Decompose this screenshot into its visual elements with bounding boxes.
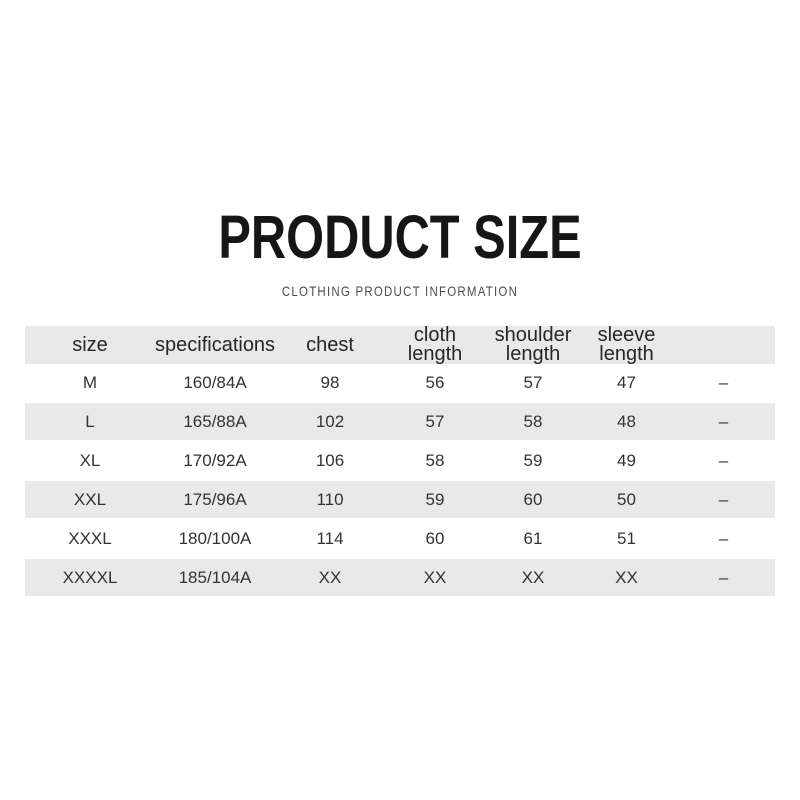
cell-shoulder-length: XX [485, 557, 581, 598]
cell-blank: – [672, 557, 775, 598]
cell-shoulder-length: 59 [523, 450, 543, 470]
cell-specifications: 165/88A [155, 401, 275, 442]
column-header-cloth-length: cloth length [385, 325, 485, 364]
cell-sleeve-length: 51 [617, 528, 636, 548]
cell-chest: 98 [320, 372, 340, 392]
cell-specifications: 180/100A [178, 528, 252, 548]
cell-blank: – [718, 528, 729, 548]
cell-specifications: 175/96A [155, 479, 275, 520]
cell-size: M [82, 372, 98, 392]
column-header-chest: chest [275, 326, 385, 364]
table-row-m: M 160/84A 98 56 57 47 – [25, 364, 775, 402]
cell-blank: – [672, 401, 775, 442]
cell-specifications: 170/92A [183, 450, 247, 470]
cell-specifications: 185/104A [155, 557, 275, 598]
size-table: size specifications chest cloth length shoul… [25, 325, 775, 598]
cell-size: L [25, 401, 155, 442]
cell-shoulder-length: 60 [485, 479, 581, 520]
table-row-xxxl: XXXL 180/100A 114 60 61 51 – [25, 519, 775, 558]
cell-sleeve-length: 48 [581, 401, 672, 442]
table-row-xl: XL 170/92A 106 58 59 49 – [25, 441, 775, 480]
cell-size: XXL [25, 479, 155, 520]
cell-blank: – [718, 372, 729, 392]
cell-cloth-length: 60 [425, 528, 445, 548]
cell-chest: 114 [316, 528, 344, 548]
column-header-blank [672, 326, 775, 364]
cell-sleeve-length: XX [581, 557, 672, 598]
cell-sleeve-length: 47 [617, 372, 636, 392]
cell-shoulder-length: 61 [523, 528, 543, 548]
cell-chest: 106 [315, 450, 345, 470]
cell-sleeve-length: 49 [617, 450, 636, 470]
column-header-sleeve-length: sleeve length [581, 325, 672, 364]
column-header-size: size [25, 326, 155, 364]
cell-sleeve-length: 50 [581, 479, 672, 520]
column-header-specifications: specifications [155, 326, 275, 364]
cell-cloth-length: XX [385, 557, 485, 598]
page-subtitle: CLOTHING PRODUCT INFORMATION [281, 283, 519, 299]
cell-blank: – [718, 450, 729, 470]
cell-size: XL [79, 450, 101, 470]
title-block: PRODUCT SIZE CLOTHING PRODUCT INFORMATIO… [0, 203, 800, 300]
cell-chest: XX [275, 557, 385, 598]
table-row-xxl: XXL 175/96A 110 59 60 50– [25, 479, 775, 520]
cell-shoulder-length: 58 [485, 401, 581, 442]
page-title: PRODUCT SIZE [218, 203, 582, 271]
header-row: size specifications chest cloth length shoul… [25, 325, 775, 364]
cell-chest: 110 [275, 479, 385, 520]
cell-size: XXXXL [25, 557, 155, 598]
size-table-header: size specifications chest cloth length shoul… [25, 325, 775, 364]
cell-size: XXXL [68, 528, 112, 548]
cell-blank: – [672, 479, 775, 520]
cell-cloth-length: 56 [425, 372, 445, 392]
cell-cloth-length: 59 [385, 479, 485, 520]
cell-cloth-length: 57 [385, 401, 485, 442]
cell-chest: 102 [275, 401, 385, 442]
size-table-body: M 160/84A 98 56 57 47– L 165/88A 102 57 58 48– XL 170… [25, 364, 775, 598]
cell-shoulder-length: 57 [523, 372, 543, 392]
table-row-l: L 165/88A 102 57 58 48– [25, 401, 775, 442]
cell-cloth-length: 58 [425, 450, 445, 470]
cell-specifications: 160/84A [183, 372, 247, 392]
column-header-shoulder-length: shoulder length [485, 325, 581, 364]
table-row-xxxxl: XXXXL 185/104A XX XX XX XX – [25, 557, 775, 598]
